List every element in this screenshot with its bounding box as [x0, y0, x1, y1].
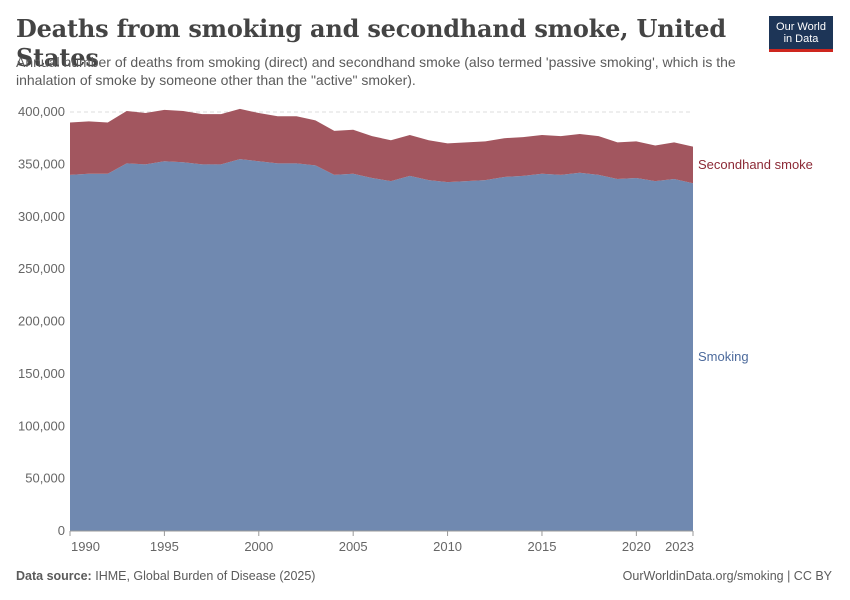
- smoking-label: Smoking: [698, 349, 749, 364]
- x-tick-label: 2010: [433, 539, 462, 554]
- credit-link[interactable]: OurWorldinData.org/smoking | CC BY: [622, 569, 832, 583]
- y-tick-label: 250,000: [18, 261, 65, 276]
- owid-logo[interactable]: Our World in Data: [769, 16, 833, 52]
- series-labels: Secondhand smoke Smoking: [698, 157, 813, 364]
- y-tick-label: 150,000: [18, 366, 65, 381]
- y-tick-label: 400,000: [18, 104, 65, 119]
- data-source: Data source: IHME, Global Burden of Dise…: [16, 569, 315, 583]
- logo-line-2: in Data: [783, 32, 819, 45]
- logo-line-1: Our World: [776, 20, 826, 33]
- x-tick-label: 2005: [339, 539, 368, 554]
- chart-title: Deaths from smoking and secondhand smoke…: [16, 14, 726, 72]
- data-source-label: Data source:: [16, 569, 92, 583]
- axis-layer: 0 50,000 100,000 150,000 200,000 250,000 300,0…: [18, 104, 694, 554]
- x-tick-label: 2023: [665, 539, 694, 554]
- y-tick-label: 350,000: [18, 156, 65, 171]
- data-source-text[interactable]: IHME, Global Burden of Disease (2025): [95, 569, 316, 583]
- chart-subtitle: Annual number of deaths from smoking (di…: [16, 54, 736, 88]
- x-tick-label: 2000: [244, 539, 273, 554]
- secondhand-smoke-area[interactable]: [70, 108, 693, 184]
- x-tick-label: 2015: [528, 539, 557, 554]
- y-tick-label: 100,000: [18, 418, 65, 433]
- area-layer: [70, 108, 693, 531]
- y-tick-label: 0: [58, 523, 65, 538]
- secondhand-smoke-label: Secondhand smoke: [698, 157, 813, 172]
- x-tick-label: 2020: [622, 539, 651, 554]
- x-tick-label: 1995: [150, 539, 179, 554]
- x-tick-label: 1990: [71, 539, 100, 554]
- y-tick-label: 300,000: [18, 209, 65, 224]
- y-tick-label: 50,000: [25, 471, 65, 486]
- smoking-area[interactable]: [70, 159, 693, 531]
- y-tick-label: 200,000: [18, 314, 65, 329]
